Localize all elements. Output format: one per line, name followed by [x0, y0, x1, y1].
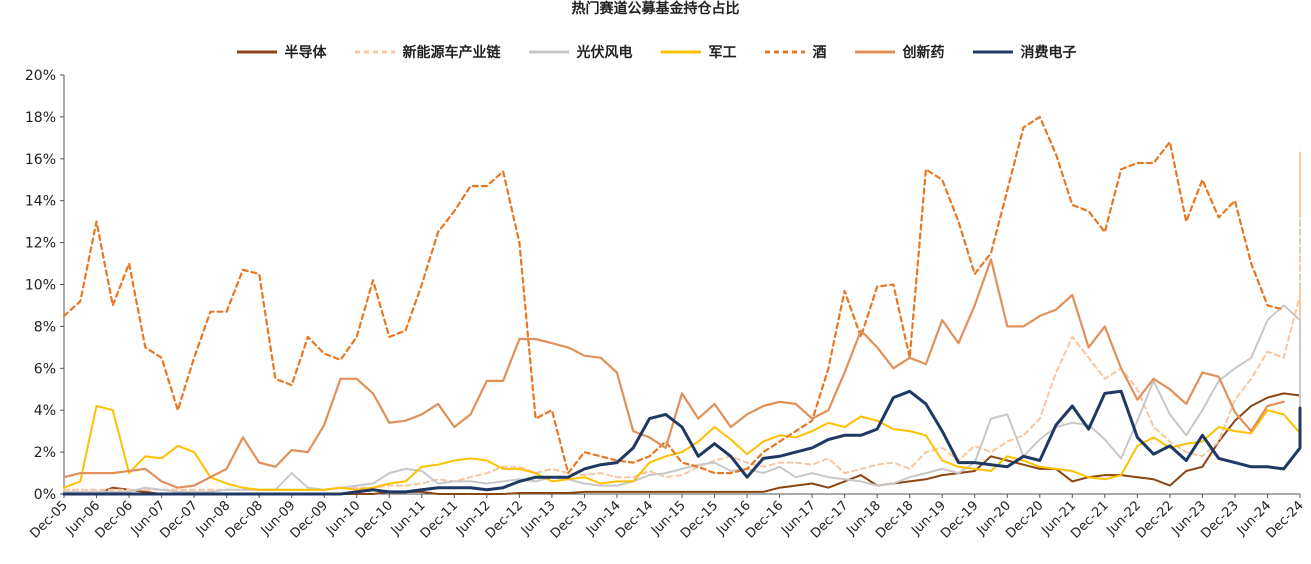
legend-swatch: [236, 50, 277, 54]
series-line-2: [63, 304, 1301, 493]
series-line-6: [62, 389, 1302, 496]
series-line-4: [62, 115, 1285, 475]
legend: 半导体 新能源车产业链 光伏风电 军工 酒 创新药 消费电子: [0, 42, 1311, 62]
legend-label: 半导体: [284, 45, 327, 61]
legend-item: 消费电子: [971, 42, 1077, 62]
chart-title: 热门赛道公募基金持仓占比: [571, 1, 740, 17]
y-tick-label: 14%: [25, 194, 56, 210]
y-tick-label: 12%: [25, 236, 56, 252]
legend-label: 消费电子: [1020, 45, 1077, 61]
legend-item: 军工: [659, 42, 737, 62]
y-tick-label: 18%: [25, 110, 56, 126]
y-tick-label: 0%: [34, 487, 56, 503]
y-tick-label: 8%: [34, 319, 56, 335]
y-tick-label: 16%: [25, 152, 56, 168]
legend-swatch: [528, 50, 569, 54]
legend-item: 新能源车产业链: [353, 42, 501, 62]
y-tick-label: 4%: [34, 403, 56, 419]
y-tick-label: 20%: [25, 68, 56, 84]
legend-item: 半导体: [235, 42, 327, 62]
y-tick-label: 2%: [34, 445, 56, 461]
legend-label: 创新药: [902, 45, 945, 61]
legend-swatch: [660, 50, 701, 54]
y-tick-label: 6%: [34, 361, 56, 377]
legend-swatch: [354, 50, 395, 54]
legend-item: 创新药: [853, 42, 945, 62]
legend-label: 酒: [812, 45, 827, 61]
legend-label: 光伏风电: [576, 45, 633, 61]
legend-item: 酒: [763, 42, 827, 62]
legend-label: 新能源车产业链: [402, 45, 501, 61]
legend-swatch: [764, 50, 805, 54]
series-line-1: [63, 151, 1301, 491]
y-tick-label: 10%: [25, 278, 56, 294]
legend-label: 军工: [708, 45, 737, 61]
x-tick-label: Dec-05: [27, 498, 70, 541]
series-line-3: [63, 405, 1301, 491]
legend-item: 光伏风电: [527, 42, 633, 62]
legend-swatch: [972, 50, 1013, 54]
legend-swatch: [854, 50, 895, 54]
